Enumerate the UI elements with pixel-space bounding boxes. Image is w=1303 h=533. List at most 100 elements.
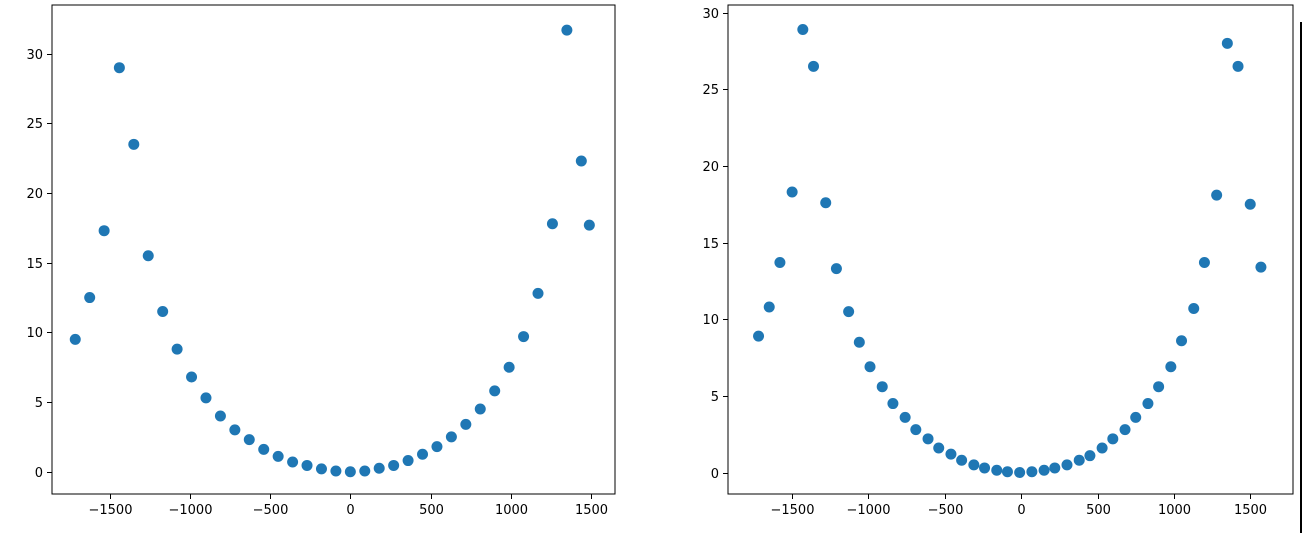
right-scatter-point [1073,454,1085,466]
right-scatter-point [1188,303,1200,315]
right-x-tick-label: −500 [928,503,964,518]
right-scatter-point [1049,462,1061,474]
right-x-tick-label: 1000 [1158,503,1191,518]
left-x-tick-label: 500 [419,503,444,518]
left-y-tick-label: 25 [26,117,43,132]
right-y-tick-label: 0 [711,467,719,482]
right-scatter-point [843,306,855,318]
left-scatter-point [445,431,457,443]
left-x-tick-label: −1500 [89,503,133,518]
right-scatter-point [1038,464,1050,476]
right-scatter-point [1142,398,1154,410]
right-scatter-point [1130,411,1142,423]
left-scatter-point [373,462,385,474]
left-scatter-point [84,292,96,304]
left-scatter-point [359,465,371,477]
right-scatter-point [820,197,832,209]
left-y-tick-label: 15 [26,257,43,272]
left-scatter-point [431,441,443,453]
left-scatter-plot: −1500 −1000 −500 0 500 1000 1500 0 5 10 15 20 25 30 [26,4,616,518]
left-scatter-point [258,443,270,455]
right-scatter-point [876,381,888,393]
left-scatter-point [69,333,81,345]
right-scatter-point [956,454,968,466]
left-x-tick-label: −500 [253,503,289,518]
left-scatter-point [157,306,169,317]
right-x-tick-label: 500 [1086,503,1111,518]
right-scatter-point [753,330,765,342]
right-scatter-point [945,448,957,460]
left-scatter-point [583,219,595,231]
right-y-tick-label: 10 [702,313,719,328]
left-scatter-point [546,218,558,230]
right-y-tick-label: 20 [702,160,719,175]
right-scatter-point [922,433,934,445]
left-scatter-point [229,424,241,436]
left-scatter-point [128,138,140,150]
right-scatter-point [1244,198,1256,210]
right-scatter-point [774,257,786,269]
left-axes-frame [51,4,616,495]
left-scatter-point [214,410,226,422]
left-scatter-point [575,155,587,167]
right-scatter-point [1096,442,1108,454]
left-y-tick-label: 30 [26,48,43,63]
right-scatter-point [1084,450,1096,462]
right-scatter-point [979,462,991,474]
right-scatter-point [1176,335,1188,347]
right-y-tick-label: 5 [711,390,719,405]
left-scatter-point [272,450,284,462]
left-scatter-point [388,459,400,471]
right-scatter-point [1221,37,1233,49]
left-scatter-point [532,287,544,299]
left-y-tick-label: 0 [35,466,43,481]
right-scatter-point [1119,424,1131,436]
left-scatter-point [301,459,313,471]
left-x-tick-label: 0 [346,503,354,518]
right-scatter-point [1014,467,1026,479]
left-x-tick-label: 1000 [495,503,528,518]
right-scatter-point [1001,466,1013,478]
right-scatter-point [991,464,1003,476]
left-scatter-point [460,418,472,430]
right-x-tick-label: −1000 [847,503,891,518]
right-scatter-point [1211,189,1223,201]
right-scatter-point [1255,261,1267,273]
right-x-tick-label: 1500 [1234,503,1267,518]
right-scatter-point [864,361,876,373]
right-scatter-point [899,411,911,423]
right-scatter-point [808,60,820,72]
right-scatter-point [1165,361,1177,373]
left-scatter-point [113,62,125,74]
right-y-tick-label: 30 [702,7,719,22]
left-scatter-point [243,434,255,446]
left-scatter-point [474,403,486,415]
left-scatter-point [489,385,501,397]
right-x-tick-label: −1500 [771,503,815,518]
right-scatter-point [1198,257,1210,269]
right-scatter-point [1026,466,1038,478]
left-scatter-point [417,448,429,460]
left-scatter-point [518,331,530,343]
right-scatter-point [763,301,775,313]
left-scatter-point [186,371,198,383]
right-y-tick-label: 15 [702,237,719,252]
left-x-tick-label: 1500 [575,503,608,518]
right-y-tick-label: 25 [702,83,719,98]
left-scatter-point [344,466,356,478]
left-scatter-point [98,225,110,237]
right-scatter-point [797,24,809,36]
right-scatter-point [910,424,922,436]
left-scatter-point [315,463,327,475]
right-scatter-point [1232,60,1244,72]
left-scatter-point [171,343,183,355]
left-scatter-point [287,456,299,468]
right-scatter-point [1107,433,1119,445]
left-y-tick-label: 20 [26,187,43,202]
right-scatter-point [968,459,980,471]
right-scatter-point [933,442,945,454]
left-y-tick-label: 5 [35,396,43,411]
right-scatter-point [786,186,798,198]
right-scatter-point [1061,459,1073,471]
right-scatter-point [1153,381,1165,393]
